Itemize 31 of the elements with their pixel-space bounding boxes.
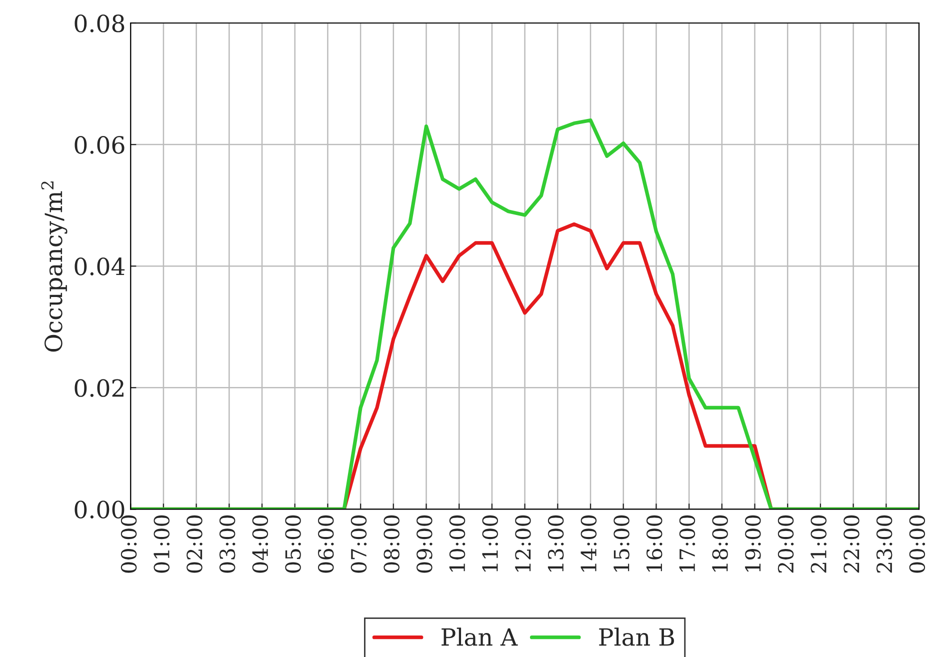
x-tick-label: 19:00	[745, 515, 761, 572]
x-tick-label: 18:00	[712, 515, 728, 572]
x-tick-label: 04:00	[252, 515, 268, 573]
x-tick-label: 10:00	[449, 515, 466, 572]
x-tick-label: 14:00	[580, 515, 597, 572]
x-tick-label: 00:00	[909, 515, 926, 573]
x-tick-label: 03:00	[219, 515, 236, 573]
y-tick-label: 0.02	[74, 379, 124, 397]
x-tick-label: 07:00	[350, 515, 367, 573]
y-tick-label: 0.08	[74, 14, 124, 32]
legend-label: Plan A	[442, 628, 518, 646]
x-tick-label: 20:00	[778, 515, 794, 573]
legend-label: Plan B	[599, 628, 674, 646]
x-tick-label: 16:00	[646, 515, 662, 572]
y-tick-label: 0.04	[74, 258, 125, 276]
x-tick-label: 23:00	[876, 515, 892, 573]
x-tick-label: 15:00	[614, 515, 630, 572]
x-tick-label: 22:00	[844, 515, 860, 573]
x-tick-label: 02:00	[186, 515, 202, 573]
x-tick-label: 01:00	[154, 515, 170, 573]
x-tick-label: 12:00	[515, 515, 531, 572]
x-tick-label: 17:00	[679, 515, 696, 572]
y-axis-title: Occupancy/m$^{2}$	[41, 182, 68, 352]
x-tick-label: 05:00	[285, 515, 301, 573]
x-tick-label: 13:00	[548, 515, 564, 572]
x-tick-label: 09:00	[416, 515, 432, 573]
x-tick-label: 06:00	[318, 515, 334, 573]
x-tick-label: 21:00	[810, 515, 826, 573]
x-tick-label: 11:00	[482, 515, 498, 572]
x-tick-label: 08:00	[384, 515, 400, 573]
y-tick-label: 0.06	[74, 136, 124, 154]
